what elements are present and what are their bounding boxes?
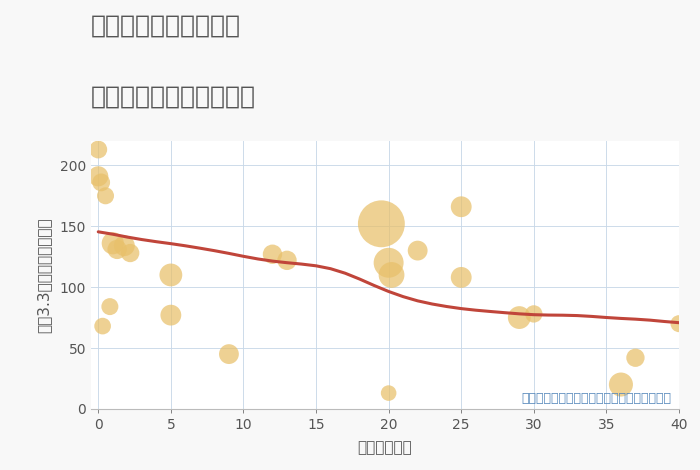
Text: 円の大きさは、取引のあった物件面積を示す: 円の大きさは、取引のあった物件面積を示す — [522, 392, 672, 405]
Point — [111, 246, 122, 253]
Point — [92, 146, 104, 153]
Point — [165, 312, 176, 319]
Point — [100, 192, 111, 200]
Point — [125, 249, 136, 257]
Point — [376, 220, 387, 227]
X-axis label: 築年数（年）: 築年数（年） — [358, 440, 412, 455]
Point — [456, 274, 467, 281]
Point — [96, 179, 107, 186]
Point — [456, 203, 467, 211]
Point — [514, 314, 525, 321]
Point — [673, 320, 685, 328]
Point — [223, 350, 235, 358]
Point — [412, 247, 423, 254]
Point — [383, 259, 394, 266]
Point — [104, 303, 116, 310]
Text: 兵庫県西宮市西宮浜の: 兵庫県西宮市西宮浜の — [91, 14, 241, 38]
Point — [119, 242, 130, 250]
Point — [267, 251, 278, 258]
Point — [97, 322, 108, 330]
Y-axis label: 坪（3.3㎡）単価（万円）: 坪（3.3㎡）単価（万円） — [36, 217, 51, 333]
Point — [281, 257, 293, 264]
Point — [630, 354, 641, 361]
Text: 築年数別中古戸建て価格: 築年数別中古戸建て価格 — [91, 85, 256, 109]
Point — [165, 271, 176, 279]
Point — [107, 240, 118, 247]
Point — [383, 389, 394, 397]
Point — [386, 271, 397, 279]
Point — [92, 172, 104, 180]
Point — [615, 381, 626, 388]
Point — [528, 310, 540, 318]
